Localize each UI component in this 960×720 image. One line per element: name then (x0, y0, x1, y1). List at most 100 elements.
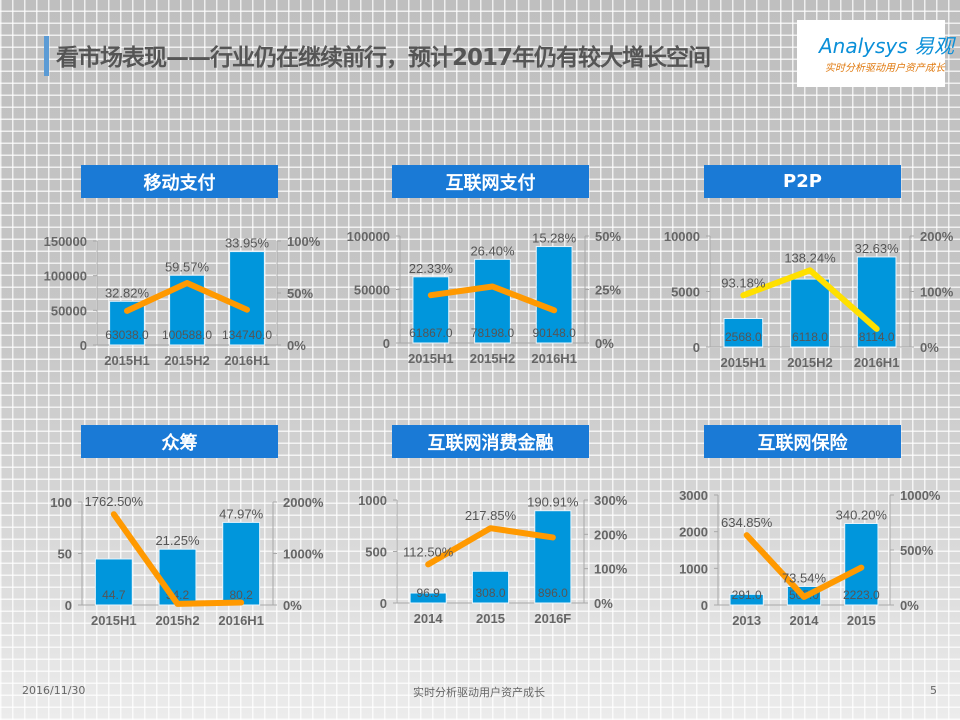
y2-tick-label: 1000% (900, 488, 941, 503)
growth-label: 26.40% (470, 243, 515, 258)
chart-title: 移动支付 (81, 165, 278, 198)
y-tick-label: 100000 (44, 269, 87, 284)
growth-label: 59.57% (165, 259, 210, 274)
x-tick-label: 2016H1 (224, 353, 270, 368)
x-tick-label: 2015H1 (721, 355, 767, 370)
y-tick-label: 1000 (358, 493, 387, 508)
y-tick-label: 3000 (679, 488, 708, 503)
chart-2: 0 5000 10000 0% 100% 200% 2015H1 2568.0 2015H2 61… (664, 229, 954, 370)
growth-label: 340.20% (836, 507, 888, 522)
x-tick-label: 2014 (414, 611, 444, 626)
y2-tick-label: 200% (920, 229, 954, 244)
y-tick-label: 100 (50, 495, 72, 510)
y-tick-label: 10000 (664, 229, 700, 244)
bar (471, 570, 510, 604)
bar (790, 278, 830, 348)
bar (474, 258, 511, 344)
bar-value-label: 8114.0 (859, 330, 895, 344)
x-tick-label: 2014 (790, 613, 820, 628)
x-tick-label: 2016H1 (218, 613, 264, 628)
x-tick-label: 2015H2 (470, 351, 516, 366)
footer-date: 2016/11/30 (22, 684, 86, 697)
bar (94, 558, 133, 606)
y-tick-label: 500 (365, 545, 387, 560)
chart-title: 众筹 (81, 425, 278, 458)
bar-value-label: 44.7 (102, 588, 126, 602)
x-tick-label: 2016H1 (854, 355, 900, 370)
title-accent-bar (44, 36, 49, 76)
chart-4: 0 500 1000 0% 100% 200% 300% 2014 96.9 2015 308.0 2… (358, 493, 628, 626)
y-tick-label: 0 (383, 336, 390, 351)
y2-tick-label: 50% (287, 286, 313, 301)
growth-label: 1762.50% (85, 494, 144, 509)
chart-title: 互联网保险 (704, 425, 901, 458)
x-tick-label: 2016F (534, 611, 571, 626)
y-tick-label: 50 (58, 547, 72, 562)
bar (229, 251, 265, 346)
x-tick-label: 2015H1 (408, 351, 454, 366)
bar-value-label: 308.0 (475, 586, 505, 600)
growth-label: 138.24% (784, 250, 836, 265)
x-tick-label: 2015H2 (164, 353, 210, 368)
bar-value-label: 2568.0 (725, 330, 762, 344)
y-tick-label: 2000 (679, 525, 708, 540)
y2-tick-label: 100% (287, 234, 321, 249)
y2-tick-label: 300% (594, 493, 628, 508)
bar-value-label: 134740.0 (222, 328, 272, 342)
y-tick-label: 0 (65, 598, 72, 613)
chart-5: 01000200030000%500%1000%2013291.02014505… (679, 488, 941, 628)
x-tick-label: 2016H1 (531, 351, 577, 366)
bar-value-label: 78198.0 (471, 326, 515, 340)
growth-label: 32.63% (855, 241, 900, 256)
y-tick-label: 150000 (44, 234, 87, 249)
y2-tick-label: 1000% (283, 547, 324, 562)
bar-value-label: 96.9 (416, 586, 440, 600)
logo-slogan: 实时分析驱动用户资产成长 (825, 63, 945, 74)
y-tick-label: 50000 (354, 283, 390, 298)
page-number: 5 (930, 684, 937, 697)
y2-tick-label: 100% (594, 562, 628, 577)
chart-1: 0 50000 100000 0% 25% 50% 2015H1 61867.0 2015H2 7… (347, 229, 622, 366)
growth-label: 21.25% (155, 533, 200, 548)
bar-value-label: 100588.0 (162, 328, 212, 342)
bar (412, 276, 450, 344)
bar-value-label: 63038.0 (105, 328, 149, 342)
y-tick-label: 0 (80, 338, 87, 353)
y2-tick-label: 0% (595, 336, 614, 351)
growth-label: 15.28% (532, 231, 577, 246)
bar (535, 246, 573, 344)
y-tick-label: 50000 (51, 303, 87, 318)
chart-0: 0 50000 100000 150000 0% 50% 100% 2015H1 63038.0… (44, 234, 321, 368)
footer-slogan: 实时分析驱动用户资产成长 (413, 686, 545, 699)
bar-value-label: 2223.0 (843, 588, 880, 602)
bar (534, 510, 572, 604)
bar-value-label: 90148.0 (532, 326, 576, 340)
y2-tick-label: 0% (920, 340, 939, 355)
x-tick-label: 2015H1 (104, 353, 150, 368)
growth-label: 190.91% (527, 495, 579, 510)
bar (844, 522, 879, 606)
growth-label: 634.85% (721, 515, 773, 530)
x-tick-label: 2015H1 (91, 613, 137, 628)
y2-tick-label: 0% (283, 598, 302, 613)
y2-tick-label: 0% (594, 596, 613, 611)
growth-label: 93.18% (721, 275, 766, 290)
growth-label: 32.82% (105, 285, 150, 300)
y2-tick-label: 50% (595, 229, 621, 244)
x-tick-label: 2015 (847, 613, 876, 628)
logo-text: Analysys 易观 (819, 34, 955, 58)
x-tick-label: 2015 (476, 611, 505, 626)
chart-3: 0501000%1000%2000%2015H144.72015h254.220… (50, 494, 324, 628)
y2-tick-label: 0% (287, 338, 306, 353)
bar (729, 593, 764, 606)
y-tick-label: 0 (701, 598, 708, 613)
y-tick-label: 0 (693, 340, 700, 355)
y2-tick-label: 2000% (283, 495, 324, 510)
x-tick-label: 2015H2 (787, 355, 833, 370)
y2-tick-label: 500% (900, 543, 934, 558)
x-tick-label: 2013 (732, 613, 761, 628)
chart-title: P2P (704, 165, 901, 198)
y-tick-label: 100000 (347, 229, 390, 244)
page-title: 看市场表现——行业仍在继续前行，预计2017年仍有较大增长空间 (56, 45, 711, 71)
